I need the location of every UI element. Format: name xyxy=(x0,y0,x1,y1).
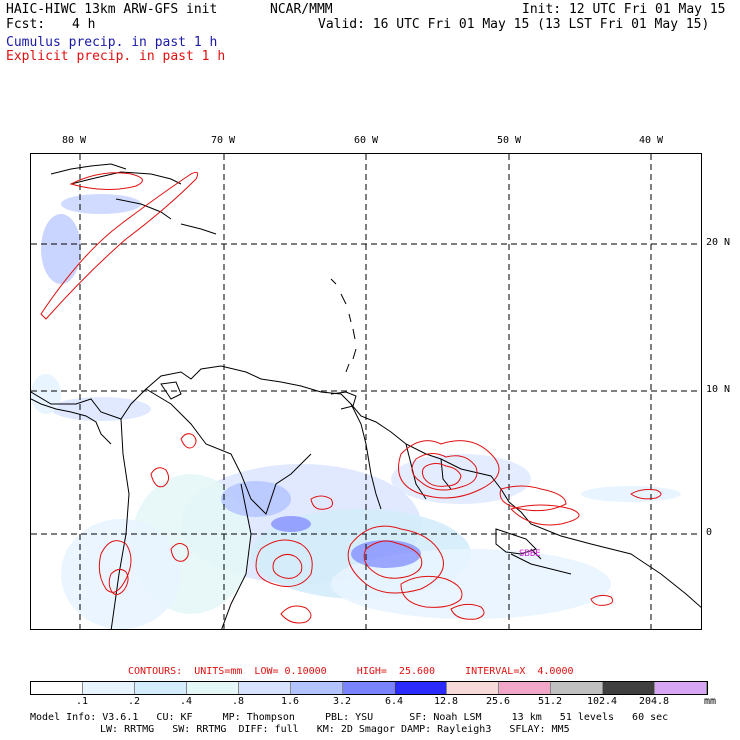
precip-area xyxy=(41,214,81,284)
contour xyxy=(170,543,189,562)
colorbar-tick: 25.6 xyxy=(485,696,511,707)
amazon-channel xyxy=(510,548,572,575)
lat-label-10n: 10 N xyxy=(706,384,731,395)
lesser-antilles xyxy=(330,278,357,373)
contour xyxy=(363,540,423,579)
colorbar-swatch xyxy=(499,682,551,694)
lon-label-60w: 60 W xyxy=(353,135,379,146)
place-label-sbbe: SBBE xyxy=(519,549,541,559)
contour xyxy=(590,594,614,606)
amazon-mouth xyxy=(495,528,537,555)
valid-time: Valid: 16 UTC Fri 01 May 15 (13 LST Fri … xyxy=(318,17,710,32)
fcst-value: 4 h xyxy=(72,17,96,32)
colombia-venezuela-border xyxy=(145,388,312,515)
contour xyxy=(98,540,132,593)
colorbar-swatch xyxy=(395,682,447,694)
model-info-line1: Model Info: V3.6.1 CU: KF MP: Thompson P… xyxy=(30,712,669,723)
lat-lon-grid xyxy=(31,154,701,629)
colorbar-swatch xyxy=(343,682,395,694)
map-svg: SBBE xyxy=(31,154,701,629)
model-info-line2: LW: RRTMG SW: RRTMG DIFF: full KM: 2D Sm… xyxy=(100,724,570,735)
contour xyxy=(108,568,129,596)
colorbar-swatch xyxy=(31,682,83,694)
contour xyxy=(347,525,444,594)
brazil-peru-border xyxy=(221,483,252,629)
cumulus-precip-shading xyxy=(31,194,681,629)
lon-label-40w: 40 W xyxy=(638,135,664,146)
colorbar-tick: 6.4 xyxy=(384,696,404,707)
lon-label-70w: 70 W xyxy=(210,135,236,146)
precip-area xyxy=(61,194,141,214)
colorbar-swatch xyxy=(291,682,343,694)
precip-area xyxy=(61,519,181,629)
explicit-legend: Explicit precip. in past 1 h xyxy=(6,49,226,64)
contour xyxy=(280,605,312,624)
contour xyxy=(499,485,567,512)
colorbar-swatch xyxy=(655,682,707,694)
contour xyxy=(180,433,197,449)
org-label: NCAR/MMM xyxy=(270,2,333,17)
contour xyxy=(398,440,500,499)
andes-border xyxy=(110,418,130,629)
colorbar-tick: 3.2 xyxy=(332,696,352,707)
contour xyxy=(411,453,478,491)
lon-label-50w: 50 W xyxy=(496,135,522,146)
precip-area xyxy=(271,516,311,532)
colorbar-tick: .4 xyxy=(179,696,193,707)
explicit-precip-contours xyxy=(40,171,662,624)
contour xyxy=(421,463,462,487)
colorbar-tick: .2 xyxy=(127,696,141,707)
fcst-label: Fcst: xyxy=(6,17,46,32)
colorbar-swatch xyxy=(239,682,291,694)
contour xyxy=(255,539,313,587)
cumulus-legend: Cumulus precip. in past 1 h xyxy=(6,35,218,50)
colorbar-swatch xyxy=(83,682,135,694)
lake-maracaibo xyxy=(160,381,182,400)
central-america-coast xyxy=(31,398,112,445)
precip-area xyxy=(221,481,291,517)
contour xyxy=(510,504,580,526)
precip-area xyxy=(31,374,61,414)
contour xyxy=(69,172,143,191)
colorbar-tick: 204.8 xyxy=(638,696,670,707)
lat-label-0: 0 xyxy=(706,527,713,538)
south-america-coast xyxy=(31,365,701,608)
venezuela-guyana-border xyxy=(350,403,382,510)
contour xyxy=(450,603,485,620)
cuba-coast xyxy=(50,163,127,175)
contour xyxy=(40,171,199,320)
precip-area xyxy=(351,540,421,568)
contour xyxy=(272,553,303,579)
precip-area xyxy=(51,397,151,421)
colorbar-tick: .1 xyxy=(75,696,89,707)
colorbar-swatch xyxy=(187,682,239,694)
init-time: Init: 12 UTC Fri 01 May 15 xyxy=(522,2,726,17)
contour xyxy=(400,575,463,608)
colorbar-tick: 1.6 xyxy=(280,696,300,707)
caribbean-islands xyxy=(70,171,217,235)
lat-label-20n: 20 N xyxy=(706,237,731,248)
colorbar xyxy=(30,681,708,695)
contour xyxy=(630,489,662,500)
model-title: HAIC-HIWC 13km ARW-GFS init xyxy=(6,2,218,17)
colorbar-tick: .8 xyxy=(231,696,245,707)
contour xyxy=(150,467,170,488)
colorbar-tick: 51.2 xyxy=(537,696,563,707)
colorbar-swatch xyxy=(603,682,655,694)
colorbar-units: mm xyxy=(704,696,717,707)
colorbar-swatch xyxy=(447,682,499,694)
contours-info: CONTOURS: UNITS=mm LOW= 0.10000 HIGH= 25… xyxy=(128,666,574,677)
colorbar-tick: 102.4 xyxy=(586,696,618,707)
contour xyxy=(310,495,333,510)
trinidad-coast xyxy=(330,391,357,410)
colorbar-swatch xyxy=(135,682,187,694)
colorbar-tick: 12.8 xyxy=(433,696,459,707)
lon-label-80w: 80 W xyxy=(61,135,87,146)
map-panel: SBBE xyxy=(30,153,702,630)
colorbar-swatch xyxy=(551,682,603,694)
